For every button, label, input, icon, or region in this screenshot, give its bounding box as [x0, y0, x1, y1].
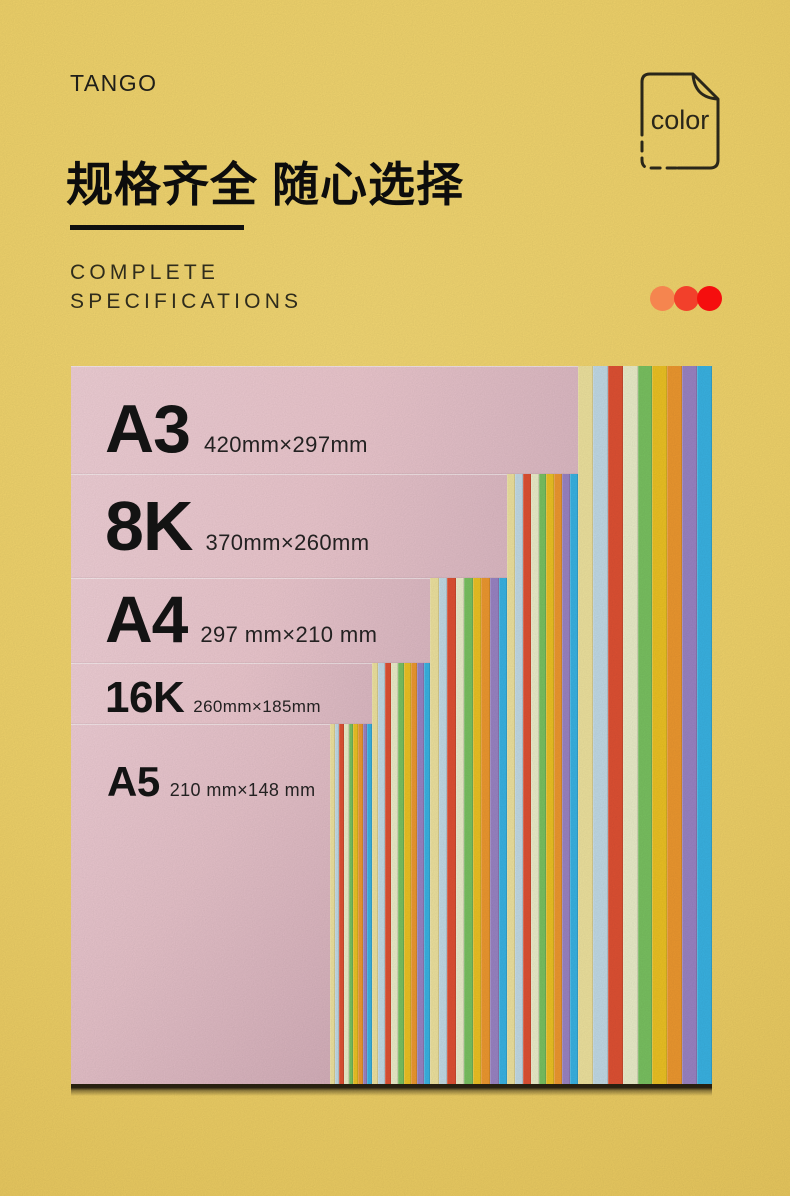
paper-stripe [353, 724, 359, 1085]
paper-stripe [578, 366, 593, 1085]
color-stripe-band-8k [507, 474, 579, 1085]
size-label-group: A4 297 mm×210 mm [105, 581, 377, 657]
paper-sheet-a3: A3 420mm×297mm [71, 366, 578, 474]
size-label-group: A3 420mm×297mm [105, 390, 368, 468]
paper-stripe [498, 578, 508, 1085]
page-title: 规格齐全 随心选择 [66, 158, 465, 211]
paper-stripe [330, 724, 335, 1085]
paper-stripe [592, 366, 608, 1085]
size-label: A5 [107, 758, 160, 805]
accent-dot-orange [650, 286, 675, 311]
size-dimensions: 370mm×260mm [205, 530, 370, 555]
size-label-group: 16K 260mm×185mm [105, 673, 321, 723]
paper-stripe [348, 724, 354, 1085]
paper-stripe [554, 474, 563, 1085]
paper-stripe [404, 663, 411, 1085]
paper-stripe [507, 474, 515, 1085]
size-dimensions: 297 mm×210 mm [200, 622, 378, 647]
paper-sheet-8k: 8K 370mm×260mm [71, 474, 507, 578]
subtitle-line-1: COMPLETE [70, 261, 220, 284]
size-label: 8K [105, 487, 193, 565]
paper-icon-label: color [650, 105, 710, 135]
paper-stripe [430, 578, 439, 1085]
paper-stripe [334, 724, 340, 1085]
size-dimensions: 260mm×185mm [193, 697, 321, 716]
accent-dot-redorange [674, 286, 699, 311]
color-stripe-band-a5 [330, 724, 373, 1085]
brand-name: TANGO [70, 70, 158, 96]
paper-stripe [447, 578, 456, 1085]
paper-stripe [344, 724, 349, 1085]
size-label: A4 [105, 582, 188, 656]
color-paper-icon [640, 72, 720, 170]
title-underline [70, 225, 244, 230]
paper-stripe [607, 366, 623, 1085]
paper-stripe [622, 366, 638, 1085]
size-label-group: A5 210 mm×148 mm [107, 758, 315, 806]
paper-stripe [514, 474, 523, 1085]
paper-stripe [423, 663, 430, 1085]
paper-stripe [489, 578, 499, 1085]
paper-stripe [464, 578, 473, 1085]
color-stripe-band-a3 [578, 366, 713, 1085]
paper-sheet-a5: A5 210 mm×148 mm [71, 724, 330, 1085]
color-stripe-band-a4 [430, 578, 508, 1085]
size-label-group: 8K 370mm×260mm [105, 486, 369, 566]
size-label: 16K [105, 673, 185, 722]
paper-stripe [438, 578, 448, 1085]
paper-stripe [372, 663, 379, 1085]
subtitle-line-2: SPECIFICATIONS [70, 290, 303, 313]
paper-stripe [562, 474, 571, 1085]
paper-sheet-a4: A4 297 mm×210 mm [71, 578, 430, 663]
paper-stripe [358, 724, 363, 1085]
paper-stripe [538, 474, 547, 1085]
page-subtitle: COMPLETE SPECIFICATIONS [70, 258, 302, 316]
size-dimensions: 420mm×297mm [203, 432, 368, 457]
paper-stripe [378, 663, 385, 1085]
paper-stripe [667, 366, 683, 1085]
paper-stripe [367, 724, 373, 1085]
paper-stripe [410, 663, 418, 1085]
size-label: A3 [105, 391, 191, 467]
paper-stripe [682, 366, 698, 1085]
accent-dot-red [697, 286, 722, 311]
paper-stripe [530, 474, 539, 1085]
paper-stripe [384, 663, 392, 1085]
paper-sheet-16k: 16K 260mm×185mm [71, 663, 372, 724]
paper-stripe [570, 474, 579, 1085]
paper-stripe [522, 474, 531, 1085]
paper-stripe [637, 366, 653, 1085]
color-stripe-band-16k [372, 663, 430, 1085]
stack-bottom-shadow [71, 1084, 712, 1096]
paper-stripe [397, 663, 405, 1085]
paper-stripe [339, 724, 345, 1085]
size-dimensions: 210 mm×148 mm [169, 780, 316, 800]
paper-stripe [362, 724, 368, 1085]
paper-stripe [472, 578, 482, 1085]
paper-stripe [391, 663, 398, 1085]
paper-stripe [455, 578, 465, 1085]
paper-stripe [546, 474, 555, 1085]
paper-stripe [652, 366, 668, 1085]
paper-stripe [417, 663, 424, 1085]
paper-stripe [697, 366, 713, 1085]
paper-stripe [481, 578, 490, 1085]
